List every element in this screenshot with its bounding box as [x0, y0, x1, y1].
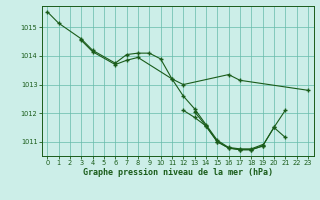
- X-axis label: Graphe pression niveau de la mer (hPa): Graphe pression niveau de la mer (hPa): [83, 168, 273, 177]
